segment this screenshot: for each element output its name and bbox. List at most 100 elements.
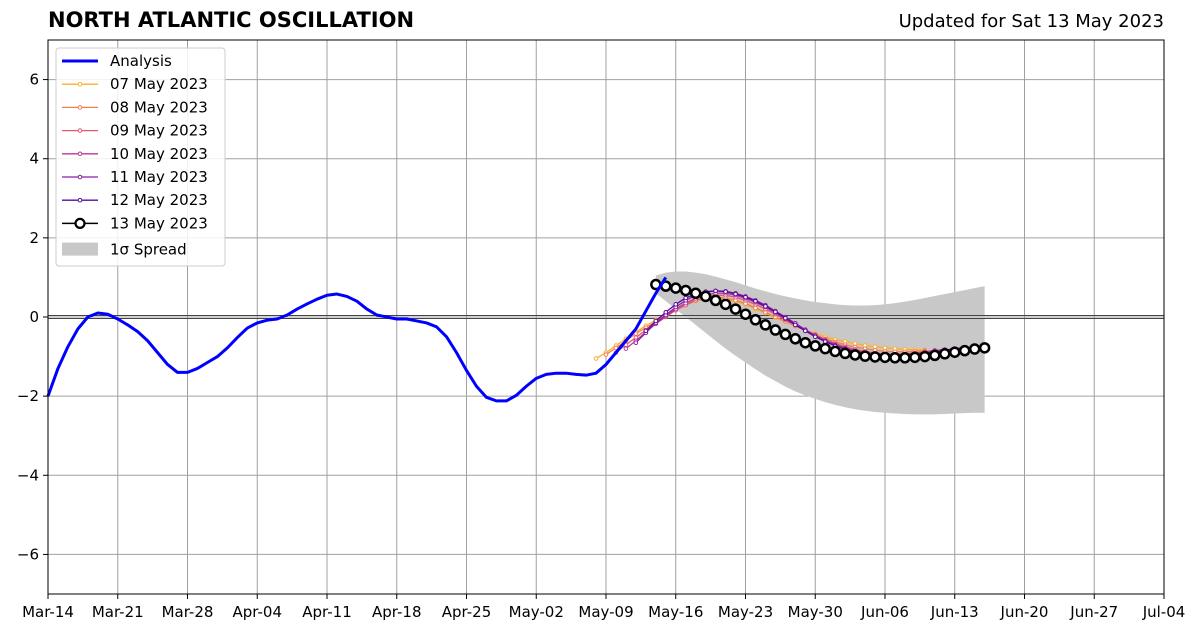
legend-label: Analysis [110, 52, 172, 70]
forecast-point [719, 298, 732, 311]
x-tick-label: May-30 [788, 603, 843, 621]
forecast-point [679, 284, 692, 297]
analysis-line [46, 276, 668, 403]
forecast-point [739, 308, 752, 320]
forecast-point [809, 340, 821, 352]
forecast-point [753, 305, 758, 311]
y-tick-label: −2 [17, 387, 39, 405]
x-tick-label: Apr-04 [233, 603, 283, 621]
forecast-point [929, 349, 941, 362]
forecast-point [773, 309, 778, 315]
forecast-point [699, 290, 712, 303]
forecast-point [968, 343, 981, 355]
x-tick-label: May-09 [578, 603, 633, 621]
forecast-point [799, 336, 812, 349]
legend-label: 13 May 2023 [110, 214, 208, 232]
forecast-point [763, 304, 768, 309]
updated-date: Updated for Sat 13 May 2023 [898, 11, 1164, 32]
forecast-point [889, 352, 901, 364]
forecast-point [673, 302, 679, 307]
forecast-point [802, 328, 808, 334]
y-tick-label: −6 [17, 545, 39, 563]
forecast-point [713, 288, 718, 294]
x-tick-label: Jun-20 [1000, 603, 1049, 621]
forecast-point [879, 351, 891, 364]
x-tick-label: Jun-06 [860, 603, 909, 621]
forecast-line [595, 297, 925, 360]
forecast-point [978, 342, 991, 354]
forecast-point [779, 328, 792, 341]
series-layer [46, 276, 991, 403]
x-tick-label: Mar-21 [92, 603, 144, 621]
legend-marker [77, 105, 83, 110]
y-tick-label: 0 [29, 308, 39, 326]
x-tick-label: May-16 [648, 603, 703, 621]
forecast-point [769, 324, 782, 336]
legend-box [55, 47, 226, 267]
legend-label: 09 May 2023 [110, 122, 208, 140]
forecast-point [919, 350, 931, 363]
forecast-point [939, 348, 951, 360]
forecast-point [882, 345, 888, 351]
legend-label: 12 May 2023 [110, 191, 208, 209]
x-tick-label: Mar-28 [162, 603, 214, 621]
forecast-point [663, 309, 669, 315]
plot-frame [47, 39, 1165, 595]
forecast-point [613, 345, 619, 351]
legend-marker [77, 197, 83, 203]
forecast-point [829, 345, 841, 358]
forecast-point [759, 319, 772, 331]
x-tick-label: Jun-13 [930, 603, 979, 621]
forecast-point [819, 342, 831, 355]
forecast-point [869, 351, 881, 363]
y-tick-label: 2 [29, 229, 39, 247]
forecast-point [852, 341, 858, 346]
zero-line-layer [48, 315, 1164, 319]
forecast-point [623, 346, 629, 351]
forecast-point [899, 352, 911, 364]
legend-swatch [62, 242, 98, 256]
legend-marker [77, 174, 83, 180]
forecast-point [822, 339, 828, 344]
forecast-point [683, 295, 689, 301]
x-tick-label: May-23 [718, 603, 773, 621]
y-tick-label: 4 [29, 150, 39, 168]
forecast-point [670, 282, 682, 294]
legend-label: 07 May 2023 [110, 75, 208, 93]
forecast-point [743, 294, 748, 300]
x-tick-label: Apr-18 [372, 603, 422, 621]
forecast-point [603, 352, 609, 357]
forecast-point [749, 314, 762, 326]
legend-marker [74, 217, 86, 229]
y-tick-label: 6 [29, 71, 39, 89]
legend-marker [77, 81, 83, 87]
forecast-point [789, 333, 802, 345]
forecast-point [839, 347, 851, 360]
forecast-point [849, 349, 861, 361]
axes-layer: Mar-14 Mar-21 Mar-28 Apr-04 Apr-11 Apr-18 Apr-… [17, 39, 1185, 621]
forecast-point [783, 315, 788, 321]
legend-label: 11 May 2023 [110, 168, 208, 186]
forecast-point [872, 344, 878, 349]
chart-title: NORTH ATLANTIC OSCILLATION [48, 8, 415, 32]
forecast-point [909, 351, 921, 364]
x-tick-label: Mar-14 [22, 603, 74, 621]
x-tick-label: Apr-25 [442, 603, 492, 621]
legend-layer: Analysis 07 May 2023 08 May 2023 09 May 202… [55, 47, 226, 267]
forecast-point [653, 318, 659, 324]
forecast-point [859, 350, 871, 362]
forecast-point [723, 289, 728, 294]
forecast-point [593, 356, 599, 361]
x-tick-label: May-02 [509, 603, 564, 621]
x-tick-label: Jun-27 [1069, 603, 1118, 621]
forecast-point [949, 346, 961, 358]
legend-label: 1σ Spread [110, 241, 187, 259]
y-tick-label: −4 [17, 466, 39, 484]
forecast-point [753, 298, 758, 304]
x-tick-label: Apr-11 [302, 603, 352, 621]
forecast-point [812, 334, 818, 340]
legend-label: 08 May 2023 [110, 98, 208, 116]
legend-marker [77, 151, 83, 157]
forecast-point [643, 328, 649, 334]
legend-marker [77, 128, 83, 133]
